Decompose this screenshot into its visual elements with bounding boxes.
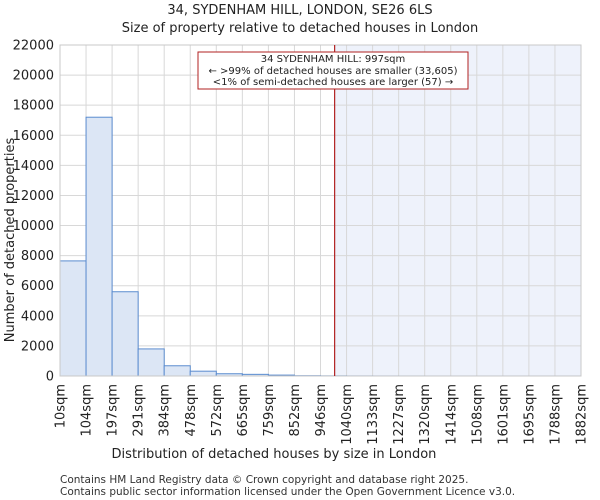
x-tick-label: 478sqm: [184, 384, 199, 437]
y-tick-label: 10000: [13, 219, 54, 234]
y-tick-label: 8000: [21, 249, 54, 264]
x-tick-label: 1601sqm: [496, 384, 511, 445]
y-tick-label: 4000: [21, 309, 54, 324]
y-tick-label: 2000: [21, 339, 54, 354]
footer-line-1: Contains HM Land Registry data © Crown c…: [60, 474, 468, 486]
x-tick-label: 1227sqm: [392, 384, 407, 445]
highlight-region: [334, 45, 581, 376]
annotation-line-2: ← >99% of detached houses are smaller (3…: [209, 66, 458, 77]
x-tick-label: 291sqm: [132, 384, 147, 437]
x-tick-label: 104sqm: [80, 384, 95, 437]
x-tick-label: 1320sqm: [418, 384, 433, 445]
x-tick-label: 1508sqm: [470, 384, 485, 445]
y-tick-label: 6000: [21, 279, 54, 294]
annotation-box: 34 SYDENHAM HILL: 997sqm ← >99% of detac…: [197, 51, 469, 90]
annotation-line-3: <1% of semi-detached houses are larger (…: [213, 77, 453, 88]
x-tick-label: 852sqm: [288, 384, 303, 437]
chart-title: 34, SYDENHAM HILL, LONDON, SE26 6LS: [167, 3, 432, 18]
x-tick-label: 197sqm: [106, 384, 121, 437]
x-tick-label: 1882sqm: [575, 384, 590, 445]
plot-area: 0 2000 4000 6000 8000 10000 12000 14000 16000 180…: [13, 39, 590, 445]
x-axis-label: Distribution of detached houses by size …: [112, 447, 437, 462]
x-tick-label: 1133sqm: [366, 384, 381, 445]
bar: [163, 365, 191, 377]
y-tick-label: 14000: [13, 159, 54, 174]
bar: [85, 116, 113, 377]
x-tick-label: 1414sqm: [444, 384, 459, 445]
bar: [189, 370, 217, 377]
x-tick-label: 572sqm: [210, 384, 225, 437]
y-tick-label: 20000: [13, 69, 54, 84]
x-tick-label: 1788sqm: [548, 384, 563, 445]
x-tick-label: 665sqm: [236, 384, 251, 437]
bar: [111, 291, 139, 377]
annotation-line-1: 34 SYDENHAM HILL: 997sqm: [261, 54, 406, 65]
x-tick-label: 1040sqm: [340, 384, 355, 445]
footer-line-2: Contains public sector information licen…: [60, 486, 515, 498]
x-tick-label: 1695sqm: [522, 384, 537, 445]
y-tick-label: 22000: [13, 39, 54, 54]
plot-frame: [59, 44, 582, 377]
y-tick-label: 12000: [13, 189, 54, 204]
x-tick-label: 759sqm: [262, 384, 277, 437]
y-axis-label: Number of detached properties: [3, 138, 18, 343]
bar: [59, 260, 87, 377]
x-tick-label: 10sqm: [54, 384, 69, 428]
y-tick-label: 0: [46, 370, 54, 385]
x-tick-label: 384sqm: [158, 384, 173, 437]
bar: [137, 348, 165, 377]
x-tick-label: 946sqm: [314, 384, 329, 437]
y-tick-label: 16000: [13, 129, 54, 144]
y-tick-label: 18000: [13, 99, 54, 114]
chart-subtitle: Size of property relative to detached ho…: [122, 21, 478, 36]
